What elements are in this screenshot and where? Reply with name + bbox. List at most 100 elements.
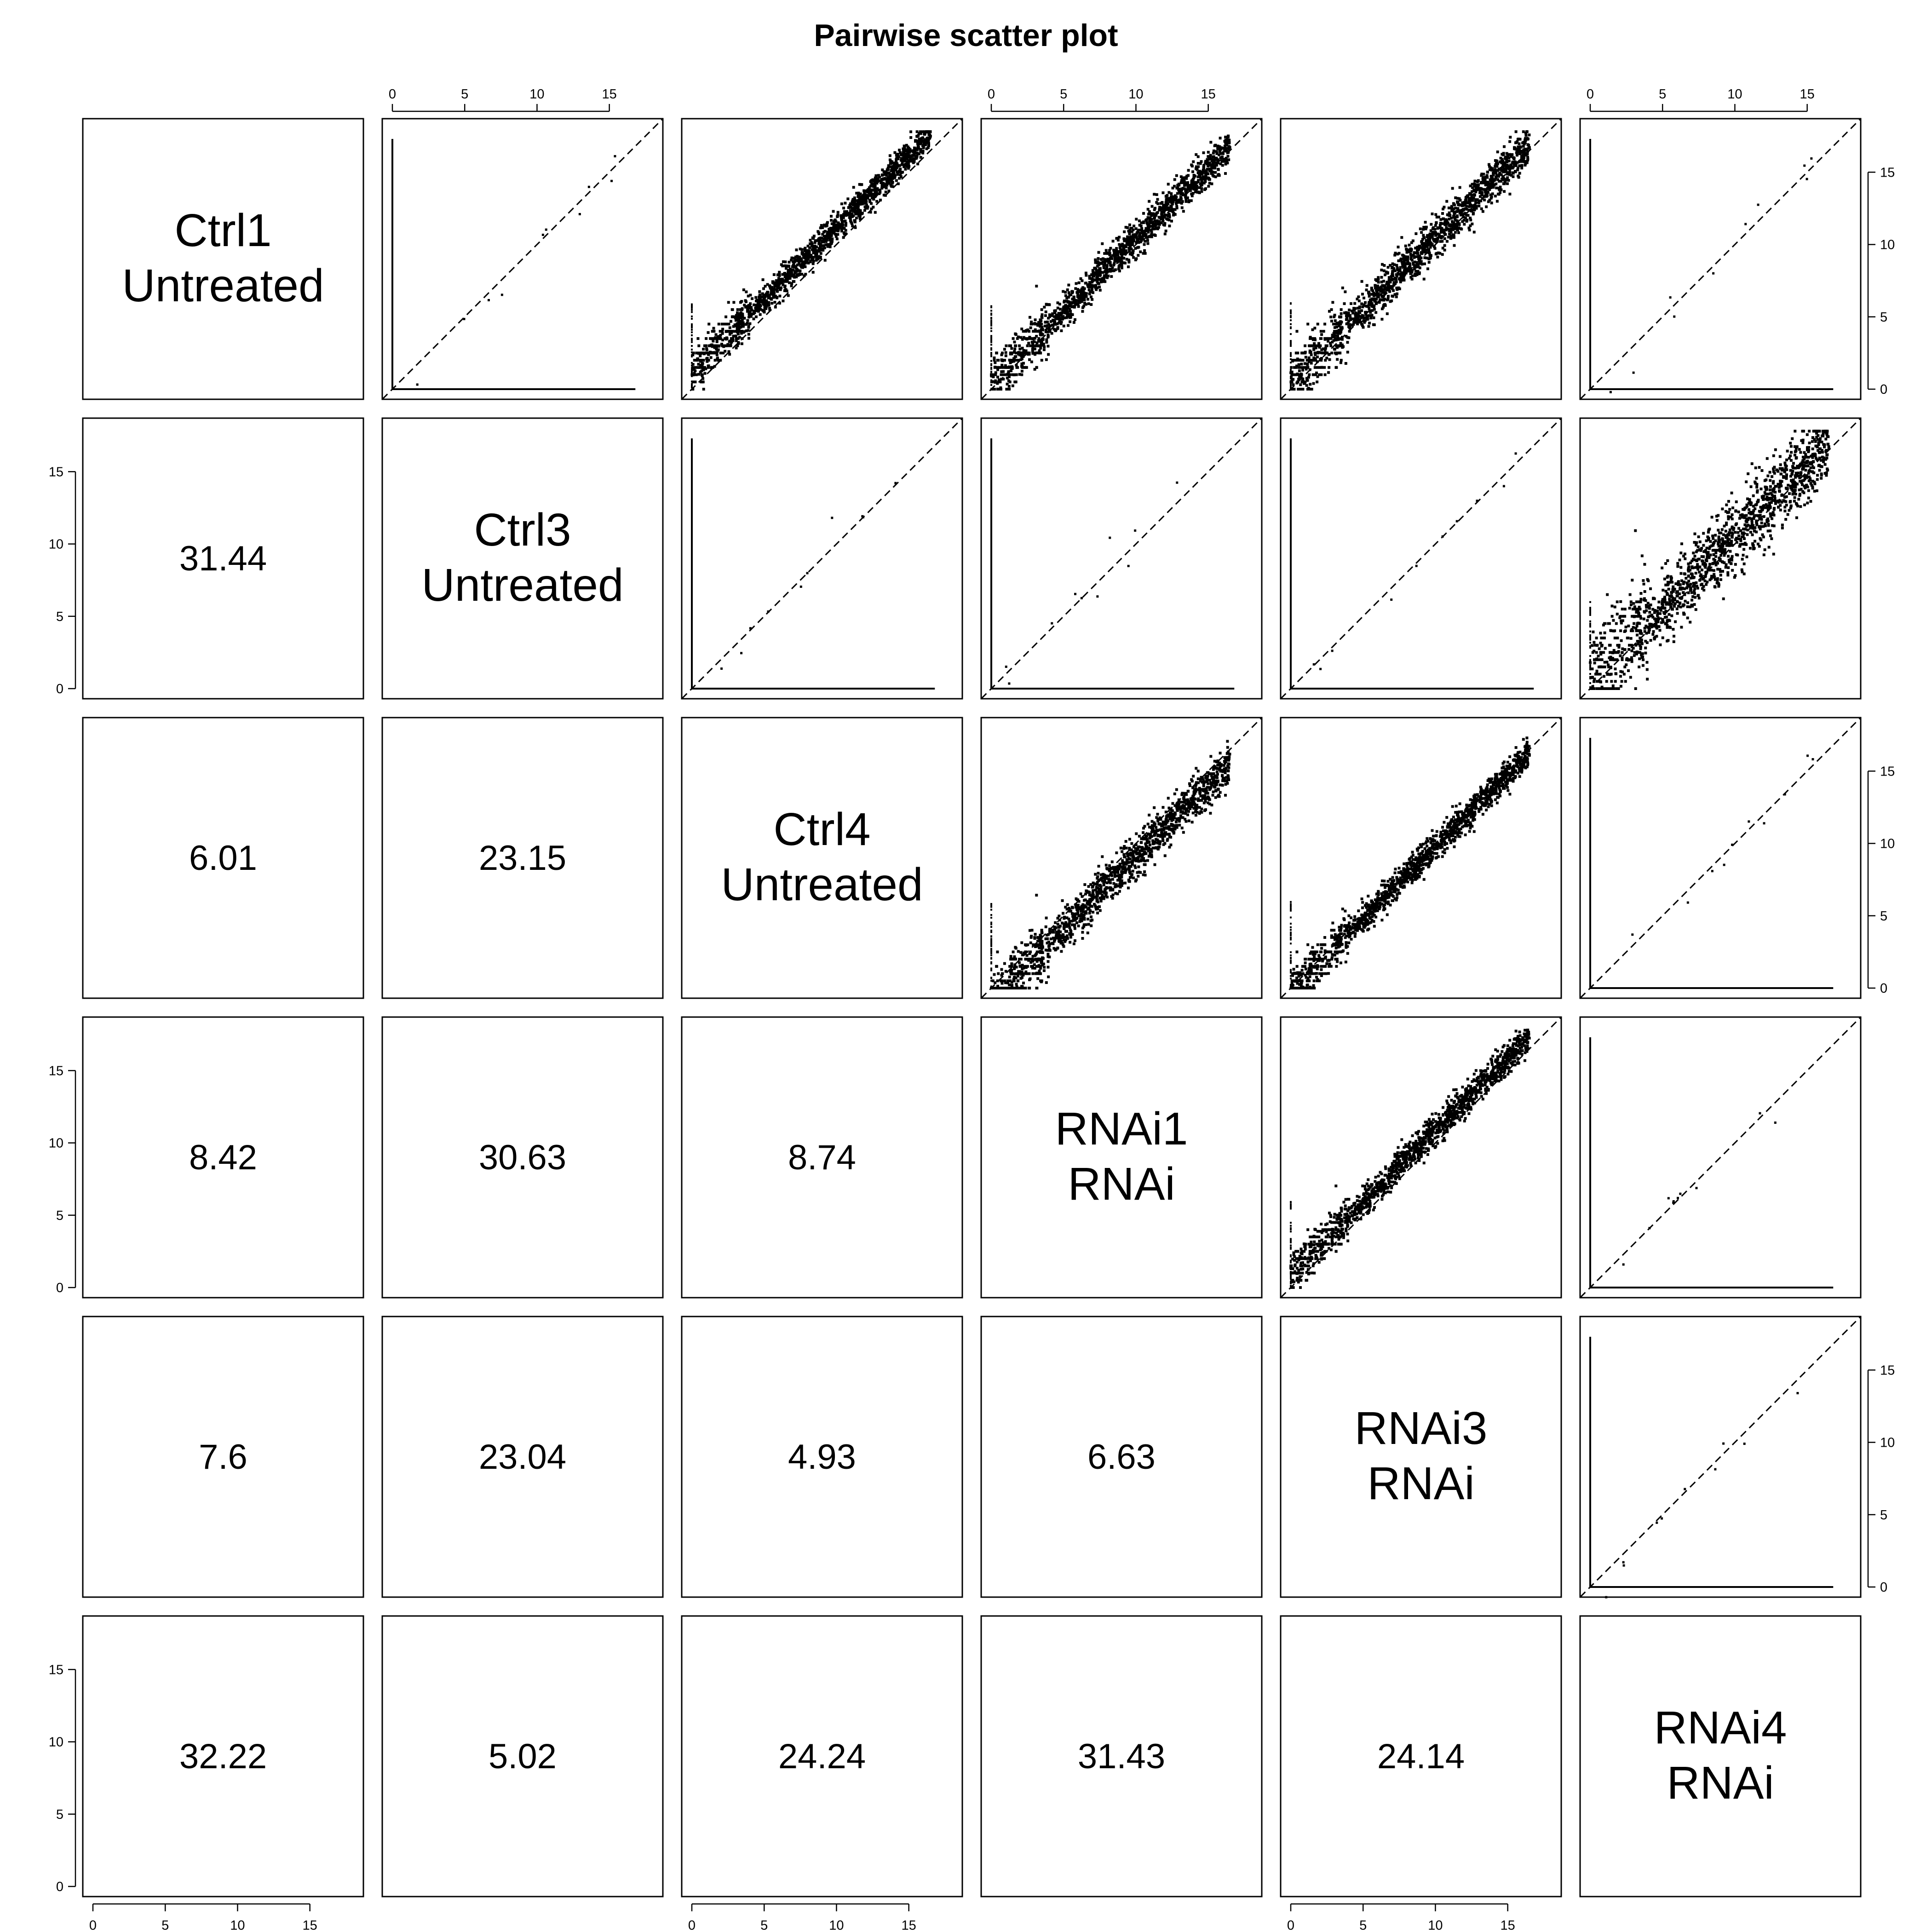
data-point — [1090, 288, 1093, 292]
data-point — [885, 180, 888, 184]
data-point — [1410, 255, 1413, 258]
data-point — [1766, 508, 1770, 512]
data-point — [1087, 288, 1091, 292]
data-point — [1410, 241, 1413, 244]
data-point — [1439, 227, 1443, 230]
data-point — [1011, 359, 1014, 362]
data-point — [1516, 161, 1519, 164]
data-point — [1519, 145, 1522, 149]
data-point — [1513, 146, 1516, 149]
data-point — [1072, 305, 1075, 309]
data-point — [1403, 273, 1407, 276]
data-point — [750, 307, 753, 310]
data-point — [1040, 328, 1043, 331]
data-point — [1200, 184, 1203, 187]
data-point — [996, 382, 999, 385]
data-point — [1347, 325, 1351, 328]
diagonal-group-name: RNAi — [1068, 1158, 1175, 1210]
data-point — [1205, 171, 1208, 174]
data-point — [903, 163, 906, 167]
data-point — [1290, 316, 1292, 318]
data-point — [1178, 198, 1181, 201]
data-point — [1791, 437, 1794, 440]
data-point — [1005, 665, 1007, 668]
data-point — [1028, 330, 1031, 333]
data-point — [741, 313, 744, 316]
data-point — [1126, 235, 1129, 238]
data-point — [691, 311, 693, 313]
data-point — [1117, 256, 1121, 259]
data-point — [1319, 667, 1322, 670]
data-point — [1471, 205, 1474, 208]
data-point — [1132, 249, 1135, 252]
data-point — [1346, 316, 1349, 320]
data-point — [1515, 154, 1518, 157]
data-point — [995, 366, 999, 369]
data-point — [811, 270, 815, 274]
data-point — [1078, 289, 1081, 292]
data-point — [811, 236, 814, 239]
data-point — [1019, 336, 1023, 339]
data-point — [1153, 208, 1156, 211]
data-point — [749, 315, 753, 318]
data-point — [891, 160, 894, 163]
data-point — [1496, 162, 1500, 165]
data-point — [1431, 234, 1434, 237]
data-point — [1090, 273, 1093, 276]
data-point — [1731, 569, 1734, 572]
data-point — [802, 255, 805, 259]
data-point — [1218, 146, 1221, 149]
data-point — [857, 194, 860, 197]
data-point — [1102, 271, 1105, 274]
data-point — [1439, 222, 1442, 225]
data-point — [1056, 327, 1059, 330]
data-point — [903, 152, 906, 155]
data-point — [910, 155, 913, 158]
data-point — [1825, 433, 1828, 437]
data-point — [1306, 379, 1309, 382]
data-point — [1166, 203, 1169, 207]
data-point — [1486, 191, 1489, 194]
data-point — [1120, 263, 1123, 266]
data-point — [1499, 191, 1502, 194]
data-point — [872, 179, 875, 183]
data-point — [1055, 313, 1058, 316]
data-point — [1637, 642, 1640, 645]
data-point — [1047, 327, 1051, 330]
data-point — [1380, 263, 1384, 266]
data-point — [1153, 193, 1156, 196]
data-point — [777, 282, 781, 286]
data-point — [1433, 247, 1437, 250]
data-point — [738, 326, 741, 329]
data-point — [1000, 388, 1003, 391]
data-point — [1400, 260, 1403, 264]
data-point — [1186, 181, 1189, 184]
data-point — [416, 383, 419, 386]
data-point — [881, 168, 884, 172]
data-point — [990, 316, 992, 319]
data-point — [1752, 505, 1755, 508]
data-point — [864, 195, 868, 198]
data-point — [1472, 196, 1475, 200]
data-point — [1353, 319, 1356, 322]
data-point — [1345, 311, 1348, 314]
data-point — [990, 360, 992, 362]
data-point — [1522, 145, 1525, 148]
data-point — [1737, 527, 1741, 530]
data-point — [1017, 351, 1020, 354]
data-point — [1404, 258, 1408, 261]
data-point — [1041, 313, 1044, 316]
data-point — [1132, 233, 1135, 236]
data-point — [1509, 136, 1512, 139]
data-point — [1397, 252, 1401, 255]
data-point — [1453, 225, 1456, 228]
data-point — [1418, 256, 1421, 259]
data-point — [721, 339, 724, 342]
data-point — [1779, 499, 1782, 502]
data-point — [1168, 224, 1171, 228]
data-point — [1373, 297, 1376, 300]
data-point — [1307, 376, 1310, 379]
data-point — [1091, 281, 1094, 284]
data-point — [1120, 257, 1123, 260]
data-point — [1024, 349, 1028, 352]
